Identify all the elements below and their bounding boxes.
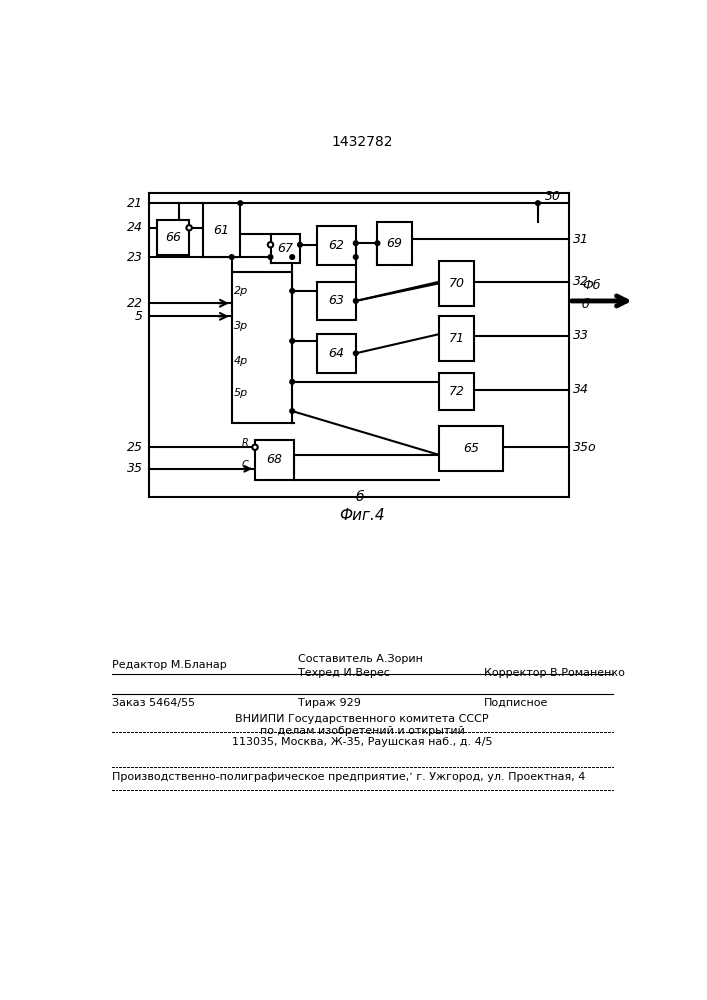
Circle shape <box>354 299 358 303</box>
Text: 72: 72 <box>448 385 464 398</box>
Text: 64: 64 <box>328 347 344 360</box>
Bar <box>232 272 292 423</box>
Text: б: б <box>356 490 364 504</box>
Circle shape <box>290 409 295 413</box>
Text: 66: 66 <box>165 231 181 244</box>
Text: 25: 25 <box>127 441 143 454</box>
Text: 31: 31 <box>573 233 589 246</box>
Text: 32: 32 <box>573 275 589 288</box>
Circle shape <box>290 379 295 384</box>
Text: по делам изобретений и открытий: по делам изобретений и открытий <box>259 726 464 736</box>
Bar <box>156 220 189 255</box>
Text: 1432782: 1432782 <box>331 135 392 149</box>
Circle shape <box>290 255 295 259</box>
Circle shape <box>354 241 358 246</box>
Circle shape <box>230 255 234 259</box>
Bar <box>317 282 356 320</box>
Circle shape <box>354 255 358 259</box>
Text: R: R <box>242 438 249 448</box>
Text: 23: 23 <box>127 251 143 264</box>
Text: 30: 30 <box>545 190 561 204</box>
Text: 70: 70 <box>448 277 464 290</box>
Text: Редактор М.Бланар: Редактор М.Бланар <box>112 660 226 670</box>
Text: 65: 65 <box>463 442 479 455</box>
Text: 35o: 35o <box>573 441 597 454</box>
Text: Производственно-полиграфическое предприятие,ʼ г. Ужгород, ул. Проектная, 4: Производственно-полиграфическое предприя… <box>112 772 585 782</box>
Text: Фб: Фб <box>582 279 600 292</box>
Text: ВНИИПИ Государственного комитета СССР: ВНИИПИ Государственного комитета СССР <box>235 714 489 724</box>
Bar <box>378 222 411 265</box>
Text: 24: 24 <box>127 221 143 234</box>
Bar <box>255 440 293 480</box>
Text: 67: 67 <box>277 242 293 255</box>
Text: 4р: 4р <box>234 356 248 366</box>
Bar <box>440 426 503 471</box>
Circle shape <box>268 242 273 247</box>
Bar <box>203 203 240 257</box>
Text: Фиг.4: Фиг.4 <box>339 508 385 523</box>
Circle shape <box>187 225 192 230</box>
Text: 34: 34 <box>573 383 589 396</box>
Text: б: б <box>582 298 590 311</box>
Text: Составитель А.Зорин: Составитель А.Зорин <box>298 654 423 664</box>
Bar <box>317 226 356 265</box>
Text: C: C <box>242 460 249 470</box>
Circle shape <box>535 201 540 205</box>
Circle shape <box>354 351 358 356</box>
Text: 68: 68 <box>267 453 282 466</box>
Text: 61: 61 <box>214 224 230 237</box>
Bar <box>271 234 300 263</box>
Text: 2р: 2р <box>234 286 248 296</box>
Text: Подписное: Подписное <box>484 698 548 708</box>
Text: 63: 63 <box>328 294 344 307</box>
Circle shape <box>290 339 295 343</box>
Text: 3р: 3р <box>234 321 248 331</box>
Text: 5р: 5р <box>234 388 248 398</box>
Bar <box>440 316 474 361</box>
Circle shape <box>238 201 243 205</box>
Text: 5: 5 <box>134 310 143 323</box>
Bar <box>440 373 474 410</box>
Text: 21: 21 <box>127 197 143 210</box>
Text: 35: 35 <box>127 462 143 475</box>
Text: Корректор В.Романенко: Корректор В.Романенко <box>484 668 624 678</box>
Circle shape <box>290 289 295 293</box>
Text: 71: 71 <box>448 332 464 345</box>
Text: 62: 62 <box>328 239 344 252</box>
Circle shape <box>298 242 303 247</box>
Text: Заказ 5464/55: Заказ 5464/55 <box>112 698 194 708</box>
Text: Тираж 929: Тираж 929 <box>298 698 361 708</box>
Circle shape <box>268 255 273 259</box>
Text: 69: 69 <box>387 237 402 250</box>
Bar <box>317 334 356 373</box>
Text: 33: 33 <box>573 329 589 342</box>
Text: 22: 22 <box>127 297 143 310</box>
Text: 113035, Москва, Ж-35, Раушская наб., д. 4/5: 113035, Москва, Ж-35, Раушская наб., д. … <box>232 737 492 747</box>
Circle shape <box>252 445 258 450</box>
Bar <box>440 261 474 306</box>
Text: Техред И.Верес: Техред И.Верес <box>298 668 390 678</box>
Circle shape <box>375 241 380 246</box>
